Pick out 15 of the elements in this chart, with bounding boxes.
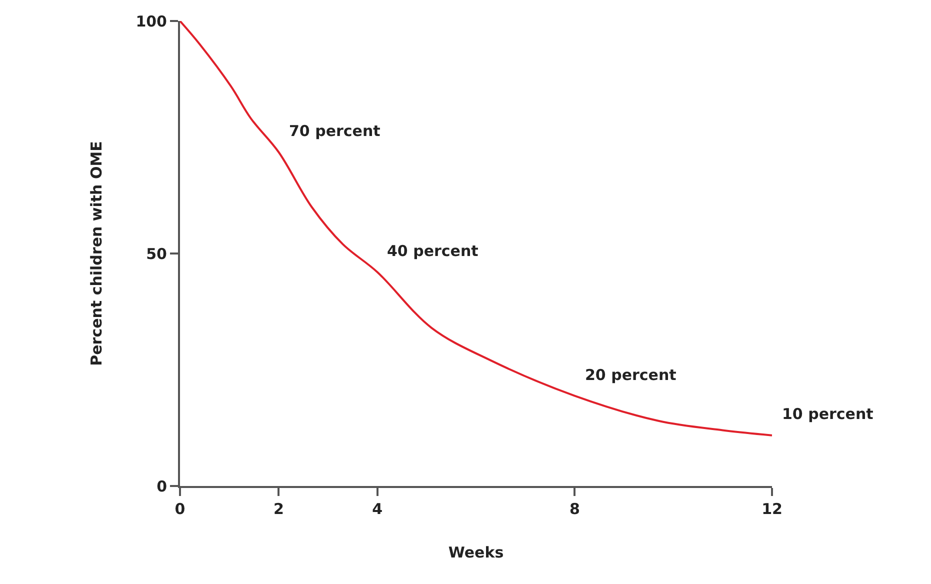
x-axis-title: Weeks xyxy=(448,544,504,562)
x-tick-label: 2 xyxy=(273,500,284,518)
y-tick-label: 0 xyxy=(156,477,167,496)
x-tick-label: 12 xyxy=(762,500,782,518)
x-tick-label: 4 xyxy=(372,500,383,518)
line-series xyxy=(180,21,772,436)
y-tick-label: 100 xyxy=(136,12,167,30)
annotation: 20 percent xyxy=(585,366,676,384)
y-axis-title: Percent children with OME xyxy=(87,141,106,366)
annotation: 10 percent xyxy=(782,405,874,423)
annotation: 70 percent xyxy=(289,122,380,140)
annotation: 40 percent xyxy=(387,242,478,260)
y-tick-label: 50 xyxy=(146,244,167,263)
x-tick-label: 8 xyxy=(569,500,580,518)
x-tick-label: 0 xyxy=(174,500,186,518)
